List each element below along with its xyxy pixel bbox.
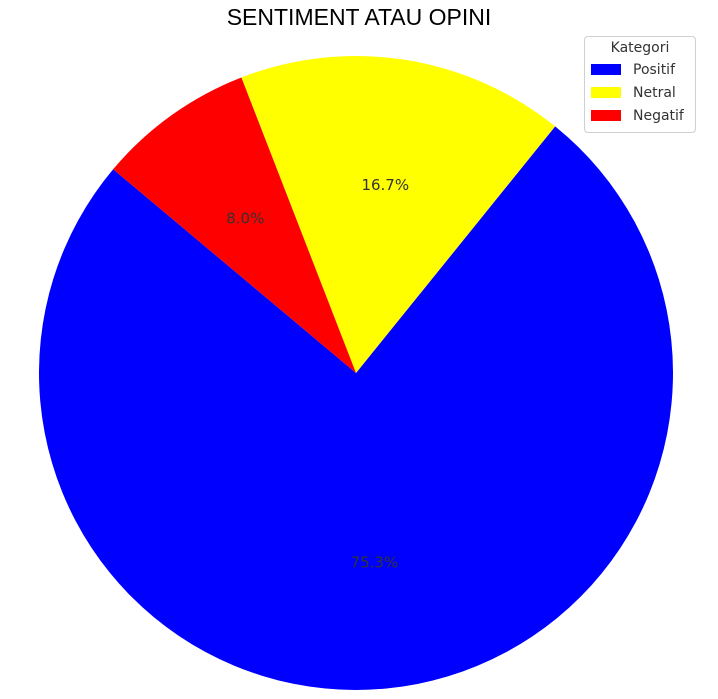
slice-label-positif: 75.3% — [351, 553, 399, 571]
legend-items: Positif Netral Negatif — [591, 58, 689, 127]
slice-label-negatif: 8.0% — [226, 209, 264, 227]
legend-label-negatif: Negatif — [633, 107, 684, 124]
legend-item-positif: Positif — [591, 58, 689, 81]
legend-label-netral: Netral — [633, 84, 676, 101]
legend-swatch-negatif — [591, 110, 621, 121]
legend-label-positif: Positif — [633, 61, 675, 78]
slice-label-netral: 16.7% — [361, 176, 409, 194]
legend: Kategori Positif Netral Negatif — [584, 36, 696, 133]
pie-slice-positif — [38, 126, 673, 691]
legend-swatch-netral — [591, 87, 621, 98]
legend-item-negatif: Negatif — [591, 104, 689, 127]
pie-slice-labels: 75.3% 16.7% 8.0% — [226, 176, 409, 571]
pie-slice-netral — [241, 56, 556, 373]
legend-title: Kategori — [610, 40, 670, 56]
pie-slices — [38, 56, 673, 691]
pie-slice-negatif — [113, 77, 356, 373]
chart-title: SENTIMENT ATAU OPINI — [226, 4, 492, 30]
legend-swatch-positif — [591, 64, 621, 75]
legend-item-netral: Netral — [591, 81, 689, 104]
